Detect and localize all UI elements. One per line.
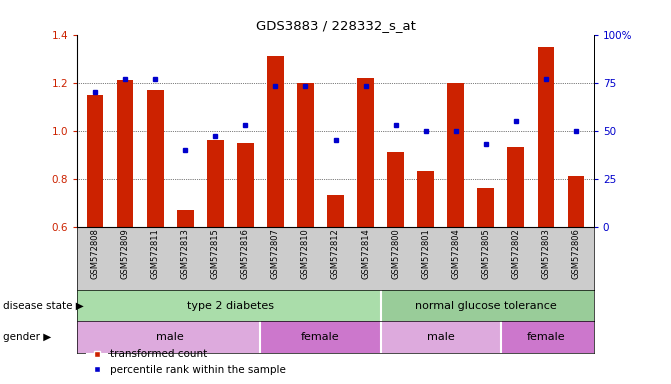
Text: GSM572808: GSM572808 [91, 228, 100, 279]
Bar [77, 321, 260, 353]
Bar [501, 321, 594, 353]
Text: GSM572800: GSM572800 [391, 228, 400, 279]
Bar [537, 46, 554, 227]
Text: GSM572810: GSM572810 [301, 228, 310, 279]
Text: GSM572814: GSM572814 [361, 228, 370, 279]
Bar [260, 321, 380, 353]
Bar [207, 140, 223, 227]
Text: GSM572812: GSM572812 [331, 228, 340, 279]
Text: male: male [156, 332, 184, 342]
Bar [357, 78, 374, 227]
Text: GSM572807: GSM572807 [271, 228, 280, 279]
Bar [117, 80, 134, 227]
Text: GSM572816: GSM572816 [241, 228, 250, 279]
Bar [147, 90, 164, 227]
Text: type 2 diabetes: type 2 diabetes [187, 301, 274, 311]
Bar [448, 83, 464, 227]
Legend: transformed count, percentile rank within the sample: transformed count, percentile rank withi… [83, 345, 291, 379]
Text: normal glucose tolerance: normal glucose tolerance [415, 301, 556, 311]
Text: male: male [427, 332, 454, 342]
Bar [380, 321, 501, 353]
Bar [380, 290, 594, 321]
Text: GSM572813: GSM572813 [180, 228, 190, 279]
Text: GSM572802: GSM572802 [511, 228, 520, 279]
Text: GSM572801: GSM572801 [421, 228, 430, 279]
Text: GSM572809: GSM572809 [121, 228, 130, 279]
Bar [507, 147, 524, 227]
Bar [77, 290, 380, 321]
Text: disease state ▶: disease state ▶ [3, 301, 84, 311]
Bar [568, 176, 584, 227]
Bar [327, 195, 344, 227]
Text: gender ▶: gender ▶ [3, 332, 52, 342]
Bar [87, 94, 103, 227]
Bar [478, 188, 494, 227]
Text: female: female [301, 332, 340, 342]
Text: GSM572804: GSM572804 [451, 228, 460, 279]
Title: GDS3883 / 228332_s_at: GDS3883 / 228332_s_at [256, 19, 415, 32]
Bar [237, 142, 254, 227]
Bar [177, 210, 193, 227]
Text: GSM572806: GSM572806 [571, 228, 580, 279]
Bar [417, 171, 434, 227]
Text: GSM572811: GSM572811 [151, 228, 160, 279]
Text: female: female [527, 332, 565, 342]
Bar [387, 152, 404, 227]
Text: GSM572815: GSM572815 [211, 228, 220, 279]
Bar [267, 56, 284, 227]
Bar [297, 83, 314, 227]
Text: GSM572805: GSM572805 [481, 228, 491, 279]
Text: GSM572803: GSM572803 [541, 228, 550, 279]
